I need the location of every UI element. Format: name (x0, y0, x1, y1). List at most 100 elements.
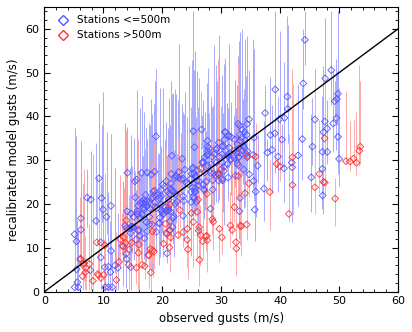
Point (209, 178, 216, 183)
Point (200, 161, 207, 166)
Point (225, 133, 231, 138)
Point (236, 154, 242, 159)
Point (123, 251, 129, 256)
Point (284, 106, 291, 112)
Point (244, 121, 250, 126)
Point (308, 175, 314, 180)
Point (242, 191, 248, 196)
Point (81, 261, 87, 266)
Point (80, 262, 86, 267)
Point (262, 110, 268, 116)
Point (146, 221, 152, 227)
Point (275, 154, 281, 159)
Point (94, 240, 100, 245)
Point (233, 240, 239, 245)
Point (215, 171, 221, 177)
Point (319, 149, 326, 155)
Point (316, 171, 323, 177)
Point (226, 151, 233, 156)
Point (279, 137, 285, 142)
Point (320, 179, 327, 185)
Point (157, 202, 164, 207)
Point (215, 171, 222, 176)
Point (321, 180, 328, 185)
Point (71, 232, 78, 237)
Point (289, 155, 296, 160)
Point (236, 132, 243, 137)
Point (231, 204, 238, 209)
Point (133, 265, 140, 270)
Point (125, 262, 132, 267)
Point (140, 205, 147, 210)
Point (82, 266, 89, 271)
Point (131, 214, 137, 219)
Point (281, 166, 287, 171)
Point (269, 147, 275, 152)
Point (103, 214, 110, 219)
Point (162, 221, 169, 226)
Point (184, 237, 190, 242)
Point (141, 235, 147, 241)
Point (204, 144, 211, 149)
Point (134, 208, 140, 214)
Point (250, 178, 257, 184)
Point (191, 144, 198, 150)
Point (229, 227, 235, 232)
Point (204, 153, 211, 158)
Point (227, 223, 234, 228)
Point (194, 209, 201, 214)
Point (162, 184, 168, 189)
Point (207, 170, 214, 176)
Point (237, 138, 243, 143)
Point (165, 205, 172, 210)
Point (321, 136, 328, 141)
Point (192, 189, 199, 195)
Point (154, 193, 161, 198)
Point (205, 151, 211, 157)
Point (130, 224, 137, 230)
Point (172, 175, 178, 181)
Point (167, 202, 173, 207)
Point (188, 171, 195, 177)
Point (319, 193, 326, 198)
Point (74, 280, 81, 285)
Point (224, 161, 231, 166)
Point (206, 145, 212, 151)
Point (101, 272, 107, 278)
Point (178, 177, 185, 182)
Point (160, 212, 167, 217)
Point (190, 165, 197, 170)
Point (213, 160, 220, 165)
Point (152, 204, 158, 209)
Point (194, 178, 200, 183)
Point (153, 229, 159, 235)
Point (243, 151, 250, 156)
Point (267, 189, 273, 195)
Point (102, 285, 108, 290)
Point (239, 148, 246, 153)
Point (221, 137, 227, 142)
Point (164, 189, 171, 194)
Point (135, 250, 142, 256)
Point (175, 175, 182, 181)
Point (149, 222, 155, 227)
Point (156, 221, 162, 226)
Point (168, 181, 174, 186)
Point (139, 212, 145, 217)
Point (164, 231, 170, 237)
Point (204, 191, 210, 197)
Point (277, 164, 283, 169)
Point (108, 203, 114, 208)
Point (219, 143, 225, 149)
Point (253, 189, 259, 194)
Point (185, 247, 191, 252)
Point (159, 209, 166, 215)
Point (82, 270, 89, 275)
Point (180, 229, 187, 235)
Point (235, 121, 241, 126)
Point (90, 278, 96, 284)
Point (244, 149, 251, 154)
Point (227, 157, 234, 162)
Point (159, 182, 166, 187)
Point (196, 257, 203, 262)
